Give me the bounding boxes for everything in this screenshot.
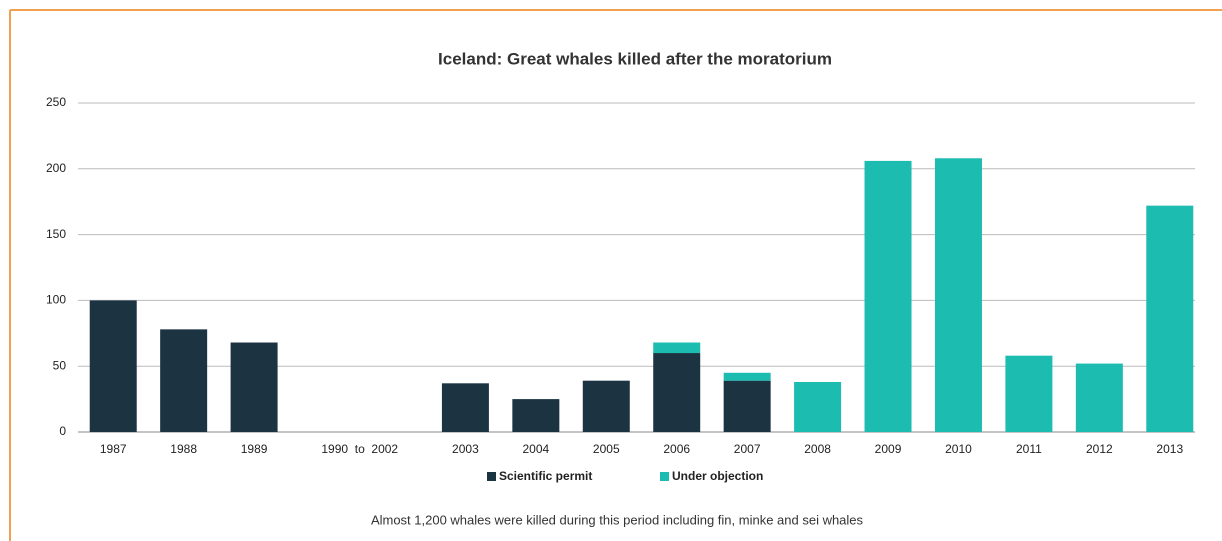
bar — [230, 342, 278, 432]
x-tick-label: 2003 — [452, 442, 479, 456]
x-tick-label: 2007 — [734, 442, 761, 456]
y-tick-label: 0 — [59, 424, 66, 438]
bar — [441, 383, 489, 432]
x-tick-label: 2012 — [1086, 442, 1113, 456]
bar — [653, 342, 701, 354]
bar — [864, 160, 912, 433]
bar — [160, 329, 208, 432]
x-tick-label: 2004 — [522, 442, 549, 456]
bar — [794, 381, 842, 432]
x-tick-label: 2009 — [875, 442, 902, 456]
bar — [1075, 363, 1123, 432]
legend-label: Under objection — [672, 469, 763, 483]
bar — [934, 158, 982, 432]
y-tick-label: 150 — [46, 227, 66, 241]
bar — [582, 380, 630, 432]
legend-swatch — [660, 472, 669, 481]
x-tick-label: 1989 — [241, 442, 268, 456]
legend-swatch — [487, 472, 496, 481]
x-tick-label: 2005 — [593, 442, 620, 456]
bar — [653, 353, 701, 432]
x-tick-label: 2011 — [1016, 442, 1042, 456]
x-tick-label: 1988 — [170, 442, 197, 456]
chart-title: Iceland: Great whales killed after the m… — [438, 49, 832, 68]
bar — [512, 399, 560, 432]
x-tick-label: 1987 — [100, 442, 127, 456]
bar — [723, 372, 771, 381]
legend-label: Scientific permit — [499, 469, 592, 483]
y-tick-label: 250 — [46, 95, 66, 109]
y-tick-label: 50 — [53, 358, 67, 372]
x-tick-label: 2006 — [663, 442, 690, 456]
x-tick-label: 2008 — [804, 442, 831, 456]
bar — [1005, 355, 1053, 432]
y-tick-label: 100 — [46, 293, 66, 307]
x-tick-label: 2010 — [945, 442, 972, 456]
x-tick-label: 2013 — [1156, 442, 1183, 456]
x-tick-label: 1990 to 2002 — [321, 442, 398, 456]
y-tick-label: 200 — [46, 161, 66, 175]
bar — [1146, 205, 1194, 432]
bar — [723, 380, 771, 432]
caption: Almost 1,200 whales were killed during t… — [371, 512, 864, 527]
bar — [89, 300, 137, 432]
